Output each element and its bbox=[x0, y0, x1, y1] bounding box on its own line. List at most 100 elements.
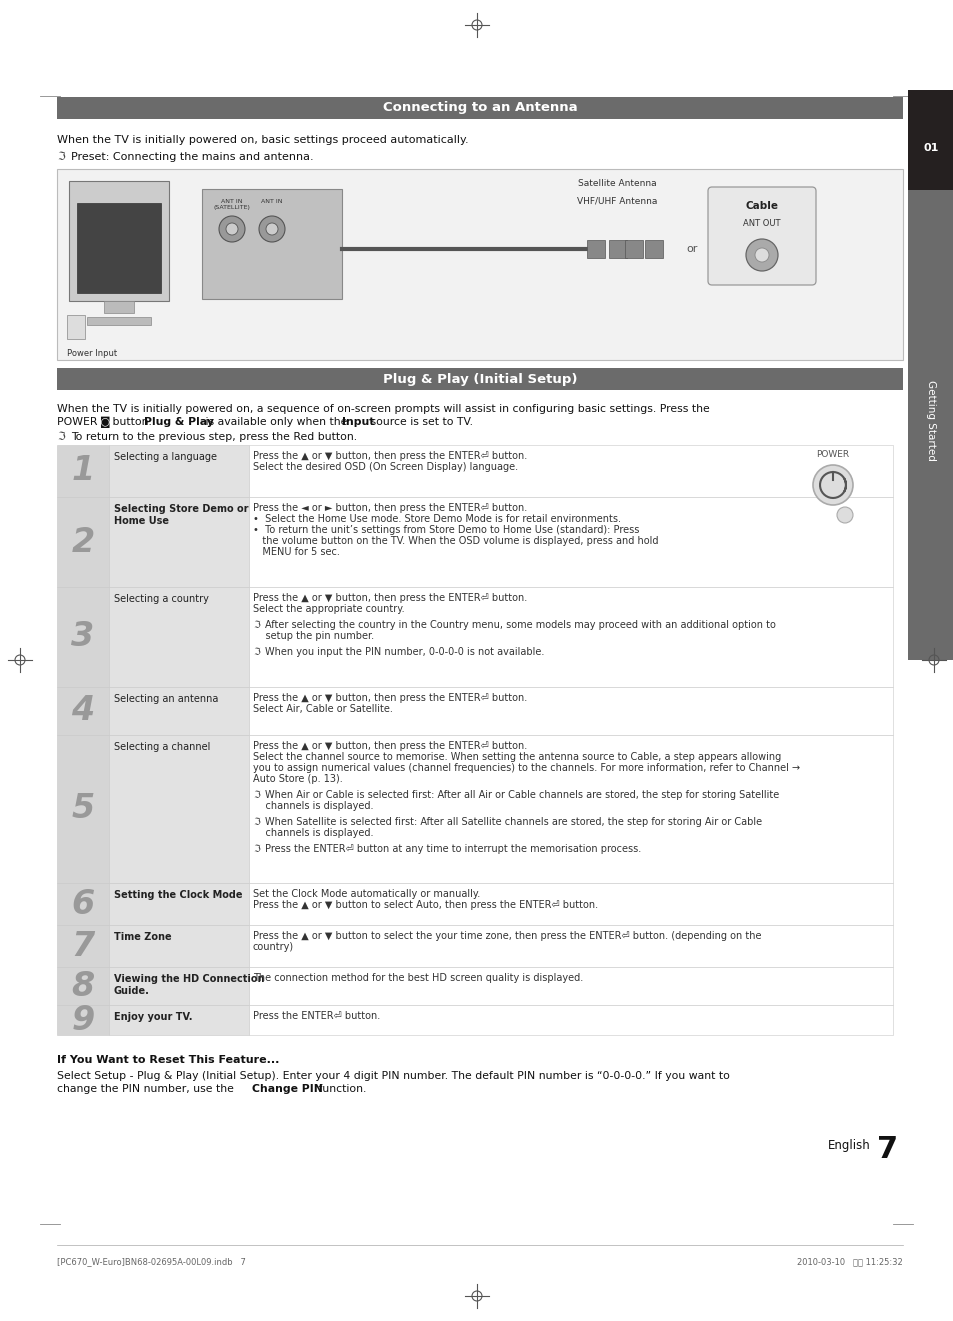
Text: 3: 3 bbox=[71, 621, 94, 654]
Text: •  Select the Home Use mode. Store Demo Mode is for retail environments.: • Select the Home Use mode. Store Demo M… bbox=[253, 514, 620, 524]
Bar bbox=[104, 301, 133, 313]
Circle shape bbox=[745, 239, 778, 271]
Bar bbox=[249, 687, 892, 734]
Text: ℑ: ℑ bbox=[57, 432, 65, 443]
Bar bbox=[644, 240, 662, 258]
Text: ANT IN
(SATELLITE): ANT IN (SATELLITE) bbox=[213, 199, 251, 210]
Text: The connection method for the best HD screen quality is displayed.: The connection method for the best HD sc… bbox=[253, 974, 582, 983]
Text: •  To return the unit’s settings from Store Demo to Home Use (standard): Press: • To return the unit’s settings from Sto… bbox=[253, 524, 639, 535]
Bar bbox=[624, 240, 642, 258]
Bar bbox=[249, 882, 892, 925]
Text: ANT OUT: ANT OUT bbox=[742, 219, 780, 229]
Bar bbox=[57, 169, 902, 361]
Text: Press the ▲ or ▼ button to select Auto, then press the ENTER⏎ button.: Press the ▲ or ▼ button to select Auto, … bbox=[253, 900, 598, 910]
Text: is available only when the: is available only when the bbox=[202, 417, 351, 427]
Text: source is set to TV.: source is set to TV. bbox=[367, 417, 473, 427]
Text: Select Air, Cable or Satellite.: Select Air, Cable or Satellite. bbox=[253, 704, 393, 713]
Text: Press the ENTER⏎ button.: Press the ENTER⏎ button. bbox=[253, 1011, 380, 1021]
Bar bbox=[249, 1005, 892, 1034]
Text: ℑ: ℑ bbox=[57, 152, 65, 162]
Text: Power Input: Power Input bbox=[67, 349, 117, 358]
Text: Selecting Store Demo or: Selecting Store Demo or bbox=[113, 505, 248, 514]
Text: When you input the PIN number, 0-0-0-0 is not available.: When you input the PIN number, 0-0-0-0 i… bbox=[265, 647, 544, 657]
Text: Press the ▲ or ▼ button, then press the ENTER⏎ button.: Press the ▲ or ▼ button, then press the … bbox=[253, 593, 527, 602]
Bar bbox=[57, 734, 109, 882]
Text: 1: 1 bbox=[71, 454, 94, 487]
Bar bbox=[77, 203, 161, 293]
Text: 8: 8 bbox=[71, 970, 94, 1003]
Bar bbox=[608, 240, 626, 258]
Text: Press the ENTER⏎ button at any time to interrupt the memorisation process.: Press the ENTER⏎ button at any time to i… bbox=[265, 844, 640, 853]
Text: Guide.: Guide. bbox=[113, 985, 150, 996]
Bar bbox=[586, 240, 604, 258]
Text: When Air or Cable is selected first: After all Air or Cable channels are stored,: When Air or Cable is selected first: Aft… bbox=[265, 790, 779, 801]
Text: 7: 7 bbox=[876, 1135, 897, 1164]
Text: ℑ: ℑ bbox=[253, 844, 259, 853]
Text: ℑ: ℑ bbox=[253, 647, 259, 657]
Circle shape bbox=[226, 223, 237, 235]
Text: ◙: ◙ bbox=[99, 417, 110, 428]
Text: Selecting a channel: Selecting a channel bbox=[113, 742, 211, 752]
Bar bbox=[907, 90, 953, 190]
Text: 7: 7 bbox=[71, 930, 94, 963]
Text: setup the pin number.: setup the pin number. bbox=[253, 631, 374, 641]
Text: button.: button. bbox=[109, 417, 155, 427]
Bar bbox=[109, 882, 249, 925]
Bar bbox=[57, 882, 109, 925]
Text: or: or bbox=[685, 244, 697, 254]
Text: Cable: Cable bbox=[744, 201, 778, 211]
Text: Press the ◄ or ► button, then press the ENTER⏎ button.: Press the ◄ or ► button, then press the … bbox=[253, 503, 527, 513]
Bar bbox=[57, 96, 902, 119]
Text: Plug & Play (Initial Setup): Plug & Play (Initial Setup) bbox=[382, 373, 577, 386]
Text: Getting Started: Getting Started bbox=[925, 379, 935, 461]
Text: channels is displayed.: channels is displayed. bbox=[253, 828, 374, 838]
Text: 01: 01 bbox=[923, 143, 938, 153]
Bar bbox=[249, 445, 892, 497]
Text: country): country) bbox=[253, 942, 294, 952]
Text: Enjoy your TV.: Enjoy your TV. bbox=[113, 1012, 193, 1022]
Bar bbox=[249, 734, 892, 882]
Bar bbox=[67, 314, 85, 339]
Text: MENU for 5 sec.: MENU for 5 sec. bbox=[253, 547, 339, 557]
Bar bbox=[109, 587, 249, 687]
Bar bbox=[57, 1005, 109, 1034]
Text: Auto Store (p. 13).: Auto Store (p. 13). bbox=[253, 774, 342, 783]
Text: If You Want to Reset This Feature...: If You Want to Reset This Feature... bbox=[57, 1055, 279, 1065]
Bar bbox=[109, 734, 249, 882]
Bar bbox=[57, 925, 109, 967]
Bar bbox=[57, 687, 109, 734]
Text: Satellite Antenna: Satellite Antenna bbox=[578, 180, 657, 188]
Circle shape bbox=[219, 217, 245, 242]
Circle shape bbox=[754, 248, 768, 262]
Text: ℑ: ℑ bbox=[253, 816, 259, 827]
Text: Press the ▲ or ▼ button to select the your time zone, then press the ENTER⏎ butt: Press the ▲ or ▼ button to select the yo… bbox=[253, 931, 760, 941]
Text: When the TV is initially powered on, a sequence of on-screen prompts will assist: When the TV is initially powered on, a s… bbox=[57, 404, 709, 413]
Text: change the PIN number, use the: change the PIN number, use the bbox=[57, 1085, 237, 1094]
Text: Input: Input bbox=[341, 417, 374, 427]
Circle shape bbox=[258, 217, 285, 242]
Bar bbox=[87, 317, 151, 325]
Text: you to assign numerical values (channel frequencies) to the channels. For more i: you to assign numerical values (channel … bbox=[253, 764, 800, 773]
Text: ℑ: ℑ bbox=[253, 790, 259, 801]
Text: ANT IN: ANT IN bbox=[261, 199, 282, 203]
Text: 5: 5 bbox=[71, 793, 94, 826]
Text: Home Use: Home Use bbox=[113, 517, 169, 526]
Circle shape bbox=[836, 507, 852, 523]
Text: Selecting an antenna: Selecting an antenna bbox=[113, 694, 218, 704]
Text: POWER: POWER bbox=[57, 417, 101, 427]
Bar bbox=[57, 497, 109, 587]
Text: When Satellite is selected first: After all Satellite channels are stored, the s: When Satellite is selected first: After … bbox=[265, 816, 761, 827]
Bar bbox=[249, 497, 892, 587]
Text: Set the Clock Mode automatically or manually.: Set the Clock Mode automatically or manu… bbox=[253, 889, 479, 900]
Bar bbox=[249, 925, 892, 967]
Text: Change PIN: Change PIN bbox=[252, 1085, 322, 1094]
Bar bbox=[907, 190, 953, 660]
Text: After selecting the country in the Country menu, some models may proceed with an: After selecting the country in the Count… bbox=[265, 620, 775, 630]
Bar bbox=[109, 497, 249, 587]
Text: Press the ▲ or ▼ button, then press the ENTER⏎ button.: Press the ▲ or ▼ button, then press the … bbox=[253, 450, 527, 461]
FancyBboxPatch shape bbox=[707, 188, 815, 285]
Text: English: English bbox=[827, 1139, 870, 1152]
Text: 9: 9 bbox=[71, 1004, 94, 1037]
Bar bbox=[57, 369, 902, 390]
Text: Press the ▲ or ▼ button, then press the ENTER⏎ button.: Press the ▲ or ▼ button, then press the … bbox=[253, 741, 527, 752]
